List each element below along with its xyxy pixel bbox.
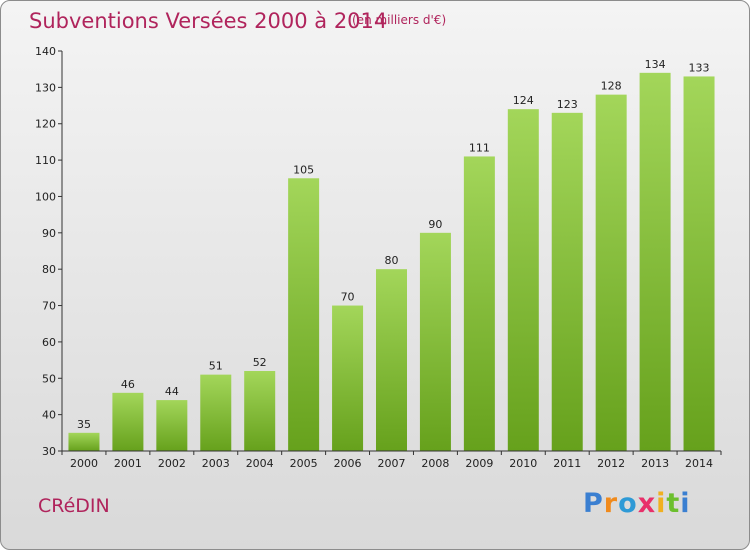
value-label-2007: 80 (385, 254, 399, 267)
bar-2012 (595, 94, 627, 452)
y-tick-30: 30 (42, 445, 56, 458)
axes-group: 2000 2001 2002 2003 2004 2005 2006 2007 2008 2009… (35, 45, 722, 470)
value-label-2010: 124 (513, 94, 534, 107)
chart-title: Subventions Versées 2000 à 2014 (29, 9, 388, 33)
value-label-2008: 90 (428, 218, 442, 231)
x-tick-2012: 2012 (597, 457, 625, 470)
bar-2006 (332, 305, 364, 451)
x-tick-2007: 2007 (378, 457, 406, 470)
chart-subtitle: (en milliers d'€) (352, 13, 447, 27)
logo-letter: i (656, 488, 667, 519)
x-tick-2005: 2005 (290, 457, 318, 470)
logo-letter: t (666, 488, 681, 519)
bar-2009 (463, 156, 495, 452)
x-tick-2009: 2009 (465, 457, 493, 470)
y-tick-60: 60 (42, 336, 56, 349)
y-tick-50: 50 (42, 372, 56, 385)
value-label-2011: 123 (557, 98, 578, 111)
logo-letter: r (603, 488, 619, 519)
value-label-2012: 128 (601, 80, 622, 93)
bar-2013 (639, 72, 671, 452)
bar-2007 (376, 269, 407, 451)
y-tick-40: 40 (42, 409, 56, 422)
x-tick-2003: 2003 (202, 457, 230, 470)
y-tick-70: 70 (42, 300, 56, 313)
bar-2008 (419, 232, 451, 451)
y-tick-110: 110 (35, 154, 56, 167)
y-tick-130: 130 (35, 81, 56, 94)
y-tick-140: 140 (35, 45, 56, 58)
x-tick-2004: 2004 (246, 457, 274, 470)
bar-2002 (156, 400, 188, 451)
logo-letter: i (680, 488, 691, 519)
x-tick-2000: 2000 (70, 457, 98, 470)
logo-letter: P (583, 488, 604, 519)
commune-name: CRéDIN (38, 495, 110, 517)
x-tick-2001: 2001 (114, 457, 142, 470)
value-label-2004: 52 (253, 356, 267, 369)
x-tick-2008: 2008 (421, 457, 449, 470)
bar-2014 (683, 76, 715, 452)
value-label-2006: 70 (341, 291, 355, 304)
bar-2004 (244, 371, 276, 451)
x-tick-2006: 2006 (334, 457, 362, 470)
bar-2005 (288, 178, 320, 452)
value-label-2001: 46 (121, 378, 135, 391)
bar-2001 (112, 392, 144, 451)
value-label-2009: 111 (469, 141, 490, 154)
y-tick-80: 80 (42, 263, 56, 276)
logo-letter: o (618, 488, 638, 519)
value-label-2003: 51 (209, 360, 223, 373)
y-tick-120: 120 (35, 118, 56, 131)
bar-2010 (507, 109, 539, 451)
x-tick-2011: 2011 (553, 457, 581, 470)
value-label-2000: 35 (77, 418, 91, 431)
value-label-2005: 105 (293, 163, 314, 176)
bar-2003 (200, 374, 232, 451)
x-tick-2014: 2014 (685, 457, 713, 470)
x-tick-2010: 2010 (509, 457, 537, 470)
proxiti-logo: Proxiti (583, 488, 691, 519)
bars-group: 35 46 44 51 52 105 70 80 90 111 124 123 128 134 133 (68, 58, 715, 452)
value-label-2014: 133 (689, 61, 710, 74)
bar-2000 (68, 432, 100, 451)
value-label-2002: 44 (165, 385, 179, 398)
y-tick-90: 90 (42, 227, 56, 240)
y-tick-100: 100 (35, 190, 56, 203)
x-tick-2002: 2002 (158, 457, 186, 470)
x-tick-2013: 2013 (641, 457, 669, 470)
bar-2011 (551, 112, 583, 452)
logo-letter: x (637, 488, 657, 519)
value-label-2013: 134 (645, 58, 666, 71)
